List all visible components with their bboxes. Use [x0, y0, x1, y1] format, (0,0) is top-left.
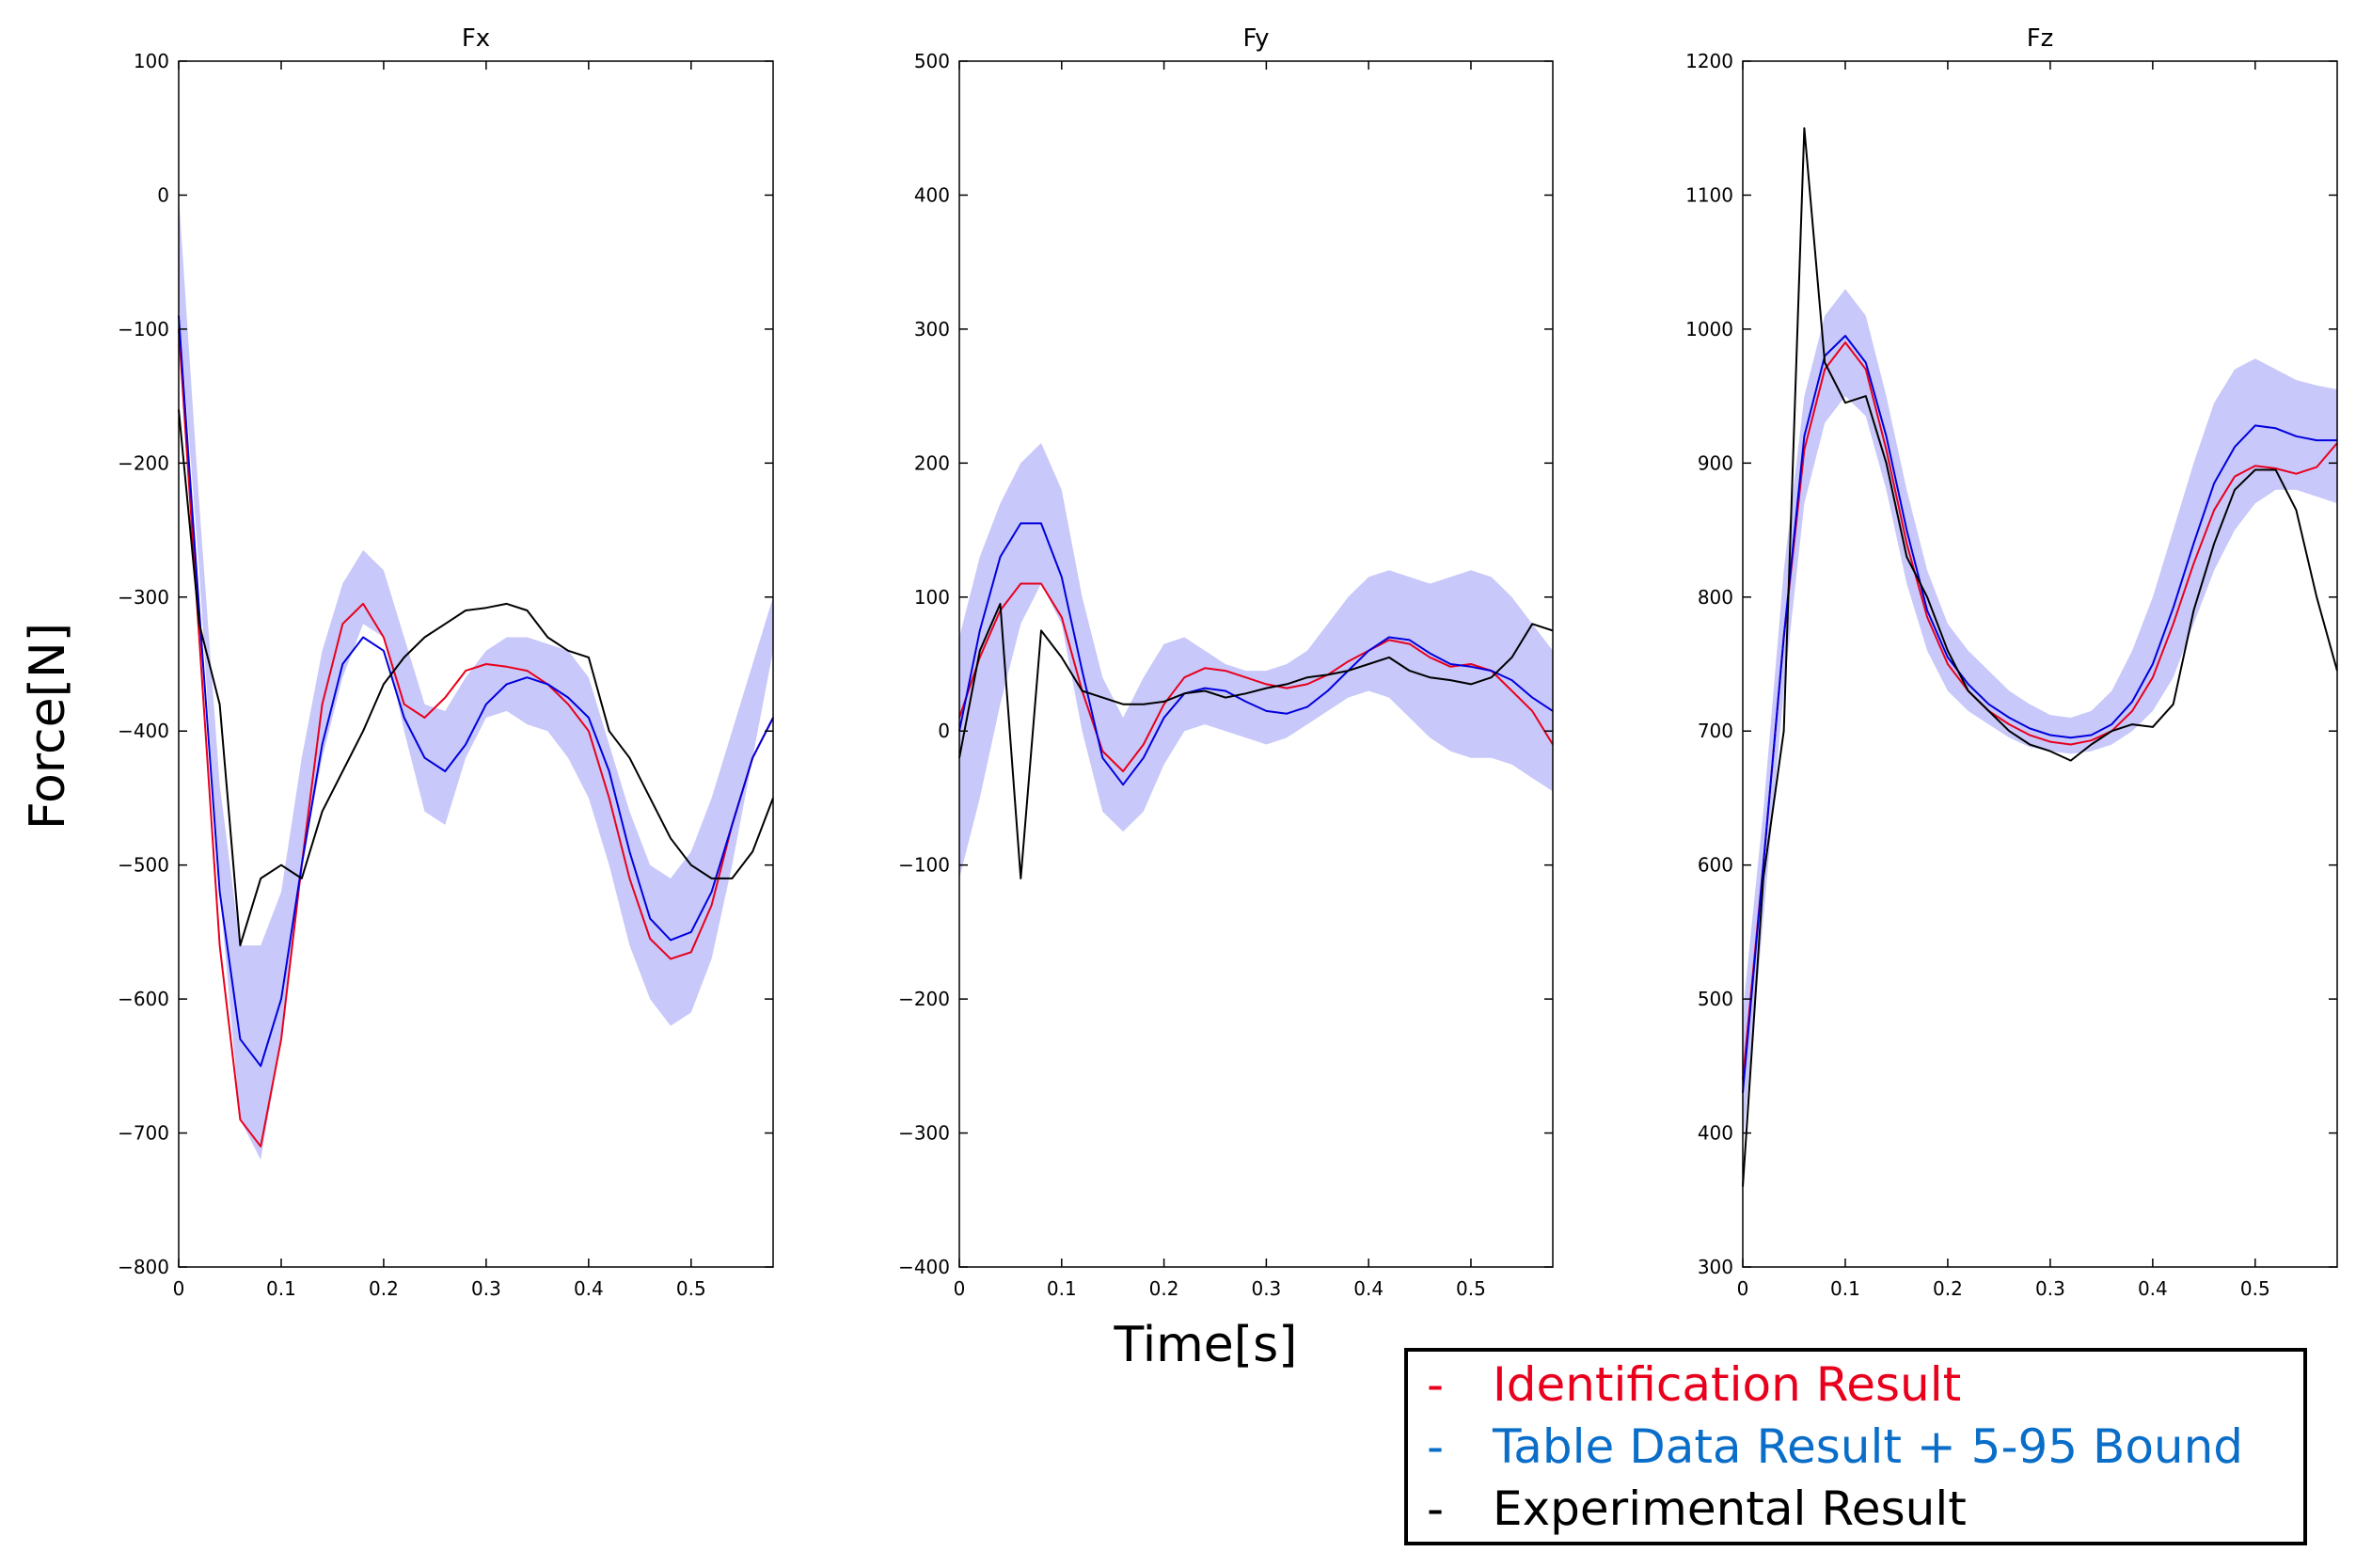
legend-dash-identification: - [1427, 1357, 1445, 1412]
fz-y-tick-label: 700 [1698, 720, 1733, 742]
fz-experimental-line [1742, 127, 2338, 1187]
fy-table-data-line [958, 522, 1554, 786]
legend-dash-experimental: - [1427, 1481, 1445, 1536]
fz-y-tick-label: 1000 [1685, 318, 1733, 341]
legend-label-table-data: Table Data Result + 5-95 Bound [1493, 1419, 2244, 1474]
fz-panel: 300 400 500 600 700 800 900 1000 1100 1200 0 0.1 0.2… [1685, 24, 2338, 1300]
fz-y-tick-label: 1100 [1685, 183, 1733, 206]
fy-identification-line [958, 582, 1554, 772]
fy-x-tick-label: 0.2 [1149, 1277, 1179, 1300]
fx-y-tick-label: −200 [118, 451, 169, 474]
fy-title: Fy [1243, 24, 1270, 53]
fx-y-tick-label: −700 [118, 1122, 169, 1145]
fx-y-tick-label: −300 [118, 586, 169, 609]
fx-y-tick-label: −500 [118, 854, 169, 877]
fx-identification-line [178, 328, 774, 1148]
fy-x-tick-label: 0.5 [1456, 1277, 1486, 1300]
fy-x-tick-label: 0.3 [1251, 1277, 1281, 1300]
fx-axes-frame [178, 60, 774, 1268]
legend-item-identification: - Identification Result [1427, 1355, 1961, 1414]
fy-y-tick-label: 300 [914, 318, 950, 341]
fy-y-tick-label: −300 [898, 1122, 950, 1145]
fx-y-tick-label: −100 [118, 318, 169, 341]
fz-y-tick-label: 900 [1698, 451, 1733, 474]
legend-label-experimental: Experimental Result [1493, 1481, 1967, 1536]
fy-panel: −400 −300 −200 −100 0 100 200 300 400 500 0 0.1 0.2 0… [898, 24, 1554, 1300]
fy-y-tick-label: 500 [914, 50, 950, 72]
fz-y-tick-label: 500 [1698, 988, 1733, 1010]
fx-x-tick-label: 0.4 [574, 1277, 604, 1300]
fz-x-tick-label: 0.5 [2240, 1277, 2270, 1300]
fz-x-tick-label: 0.3 [2035, 1277, 2065, 1300]
legend-label-identification: Identification Result [1493, 1357, 1962, 1412]
fz-identification-line [1742, 341, 2338, 1080]
fy-y-tick-label: 200 [914, 451, 950, 474]
fx-x-tick-label: 0.2 [369, 1277, 399, 1300]
y-axis-label: Force[N] [20, 623, 76, 830]
fy-y-tick-label: −400 [898, 1256, 950, 1278]
fx-experimental-line [178, 409, 774, 947]
fx-y-tick-label: −800 [118, 1256, 169, 1278]
fy-bound-band [959, 443, 1553, 879]
fy-y-tick-label: 100 [914, 586, 950, 609]
fx-x-tick-label: 0.5 [676, 1277, 706, 1300]
fy-x-tick-label: 0.4 [1353, 1277, 1384, 1300]
fy-axes-frame [958, 60, 1554, 1268]
fy-y-tick-label: −100 [898, 854, 950, 877]
fz-bound-band [1743, 289, 2337, 1147]
legend-item-experimental: - Experimental Result [1427, 1480, 1967, 1538]
fz-y-tick-label: 800 [1698, 586, 1733, 609]
legend-box: - Identification Result - Table Data Resul… [1404, 1348, 2307, 1545]
x-axis-label: Time[s] [1114, 1317, 1298, 1373]
fz-x-tick-label: 0 [1737, 1277, 1749, 1300]
fz-axes-frame [1742, 60, 2338, 1268]
fz-y-tick-label: 600 [1698, 854, 1733, 877]
fy-experimental-line [958, 602, 1554, 879]
fx-y-tick-label: −400 [118, 720, 169, 742]
fz-y-tick-label: 400 [1698, 1122, 1733, 1145]
fy-y-tick-label: 400 [914, 183, 950, 206]
fz-y-tick-label: 1200 [1685, 50, 1733, 72]
fy-y-tick-label: −200 [898, 988, 950, 1010]
fx-x-tick-label: 0 [173, 1277, 185, 1300]
fx-y-tick-label: 0 [157, 183, 169, 206]
fz-x-tick-label: 0.2 [1933, 1277, 1963, 1300]
fy-x-tick-label: 0.1 [1047, 1277, 1077, 1300]
fx-y-tick-label: 100 [134, 50, 169, 72]
fx-x-tick-label: 0.1 [266, 1277, 296, 1300]
fx-y-tick-label: −600 [118, 988, 169, 1010]
fx-table-data-line [178, 315, 774, 1068]
fx-bound-band [179, 195, 773, 1160]
legend-item-table-data: - Table Data Result + 5-95 Bound [1427, 1418, 2243, 1476]
fz-x-tick-label: 0.4 [2138, 1277, 2168, 1300]
fx-title: Fx [462, 24, 490, 53]
legend-dash-table-data: - [1427, 1419, 1445, 1474]
fx-x-tick-label: 0.3 [471, 1277, 501, 1300]
fz-title: Fz [2027, 24, 2054, 53]
fz-x-tick-label: 0.1 [1830, 1277, 1860, 1300]
fz-table-data-line [1742, 335, 2337, 1093]
fy-y-tick-label: 0 [938, 720, 950, 742]
fz-y-tick-label: 300 [1698, 1256, 1733, 1278]
fx-panel: −800 −700 −600 −500 −400 −300 −200 −100 0 100 0 0.1… [118, 24, 774, 1300]
fy-x-tick-label: 0 [954, 1277, 966, 1300]
